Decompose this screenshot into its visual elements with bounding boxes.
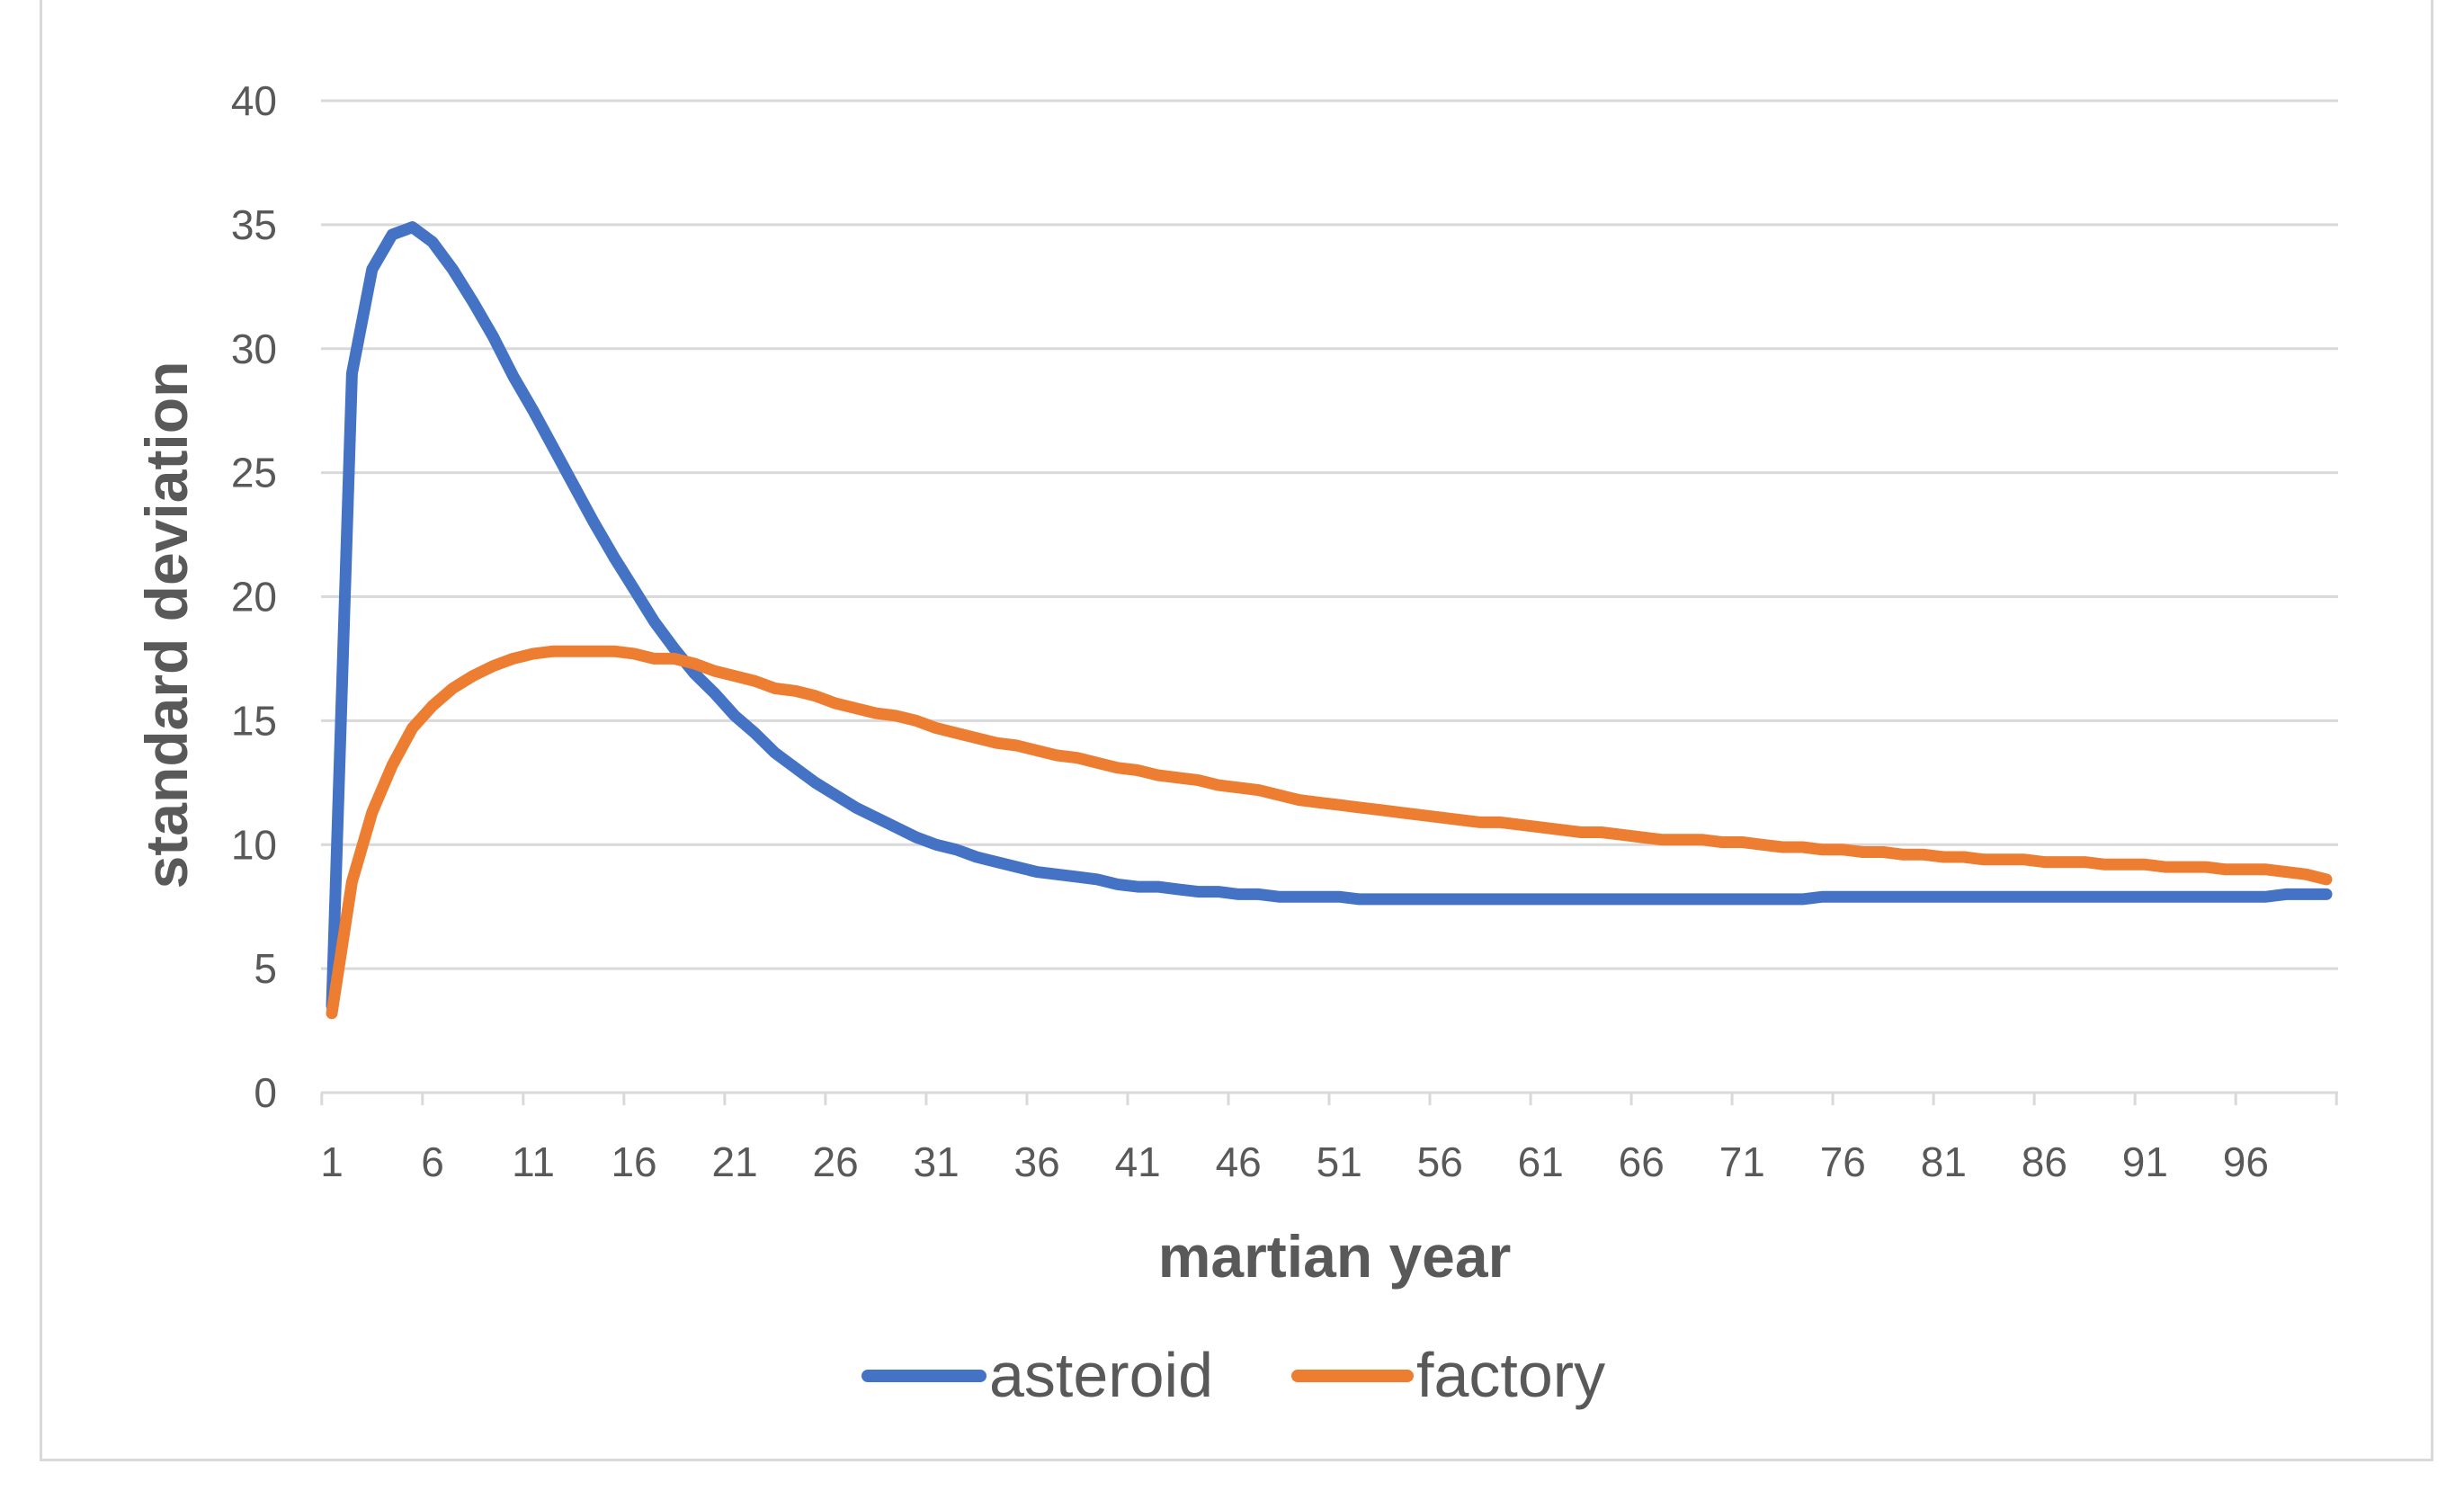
- x-tick-label: 71: [1719, 1138, 1765, 1185]
- x-tick-label: 26: [813, 1138, 859, 1185]
- x-tick-label: 96: [2223, 1138, 2269, 1185]
- series-line-asteroid[interactable]: [326, 221, 2333, 1012]
- legend-item-asteroid[interactable]: asteroid: [862, 1340, 1213, 1410]
- x-tick-label: 11: [512, 1138, 555, 1185]
- y-tick-label: 40: [231, 77, 277, 124]
- x-tick-label: 91: [2122, 1138, 2168, 1185]
- x-tick-label: 81: [1921, 1138, 1967, 1185]
- y-tick-labels: 0 5 10 15 20 25 30 35 40: [231, 77, 277, 1116]
- x-tick-label: 41: [1115, 1138, 1161, 1185]
- legend-label-asteroid: asteroid: [989, 1340, 1213, 1410]
- y-tick-label: 10: [231, 821, 277, 868]
- legend-item-factory[interactable]: factory: [1291, 1340, 1605, 1410]
- x-tick-label: 21: [711, 1138, 757, 1185]
- x-tick-label: 66: [1619, 1138, 1665, 1185]
- x-tick-label: 86: [2022, 1138, 2067, 1185]
- x-tick-label: 61: [1518, 1138, 1564, 1185]
- series-lines: [326, 221, 2333, 1020]
- y-tick-label: 20: [231, 574, 277, 621]
- y-tick-label: 30: [231, 326, 277, 372]
- y-tick-label: 25: [231, 450, 277, 496]
- x-tick-labels: 1 6 11 16 21 26 31 36 41 46 51 56 61 66 71 76 81 86 91 96: [320, 1138, 2269, 1185]
- legend-label-factory: factory: [1416, 1340, 1605, 1410]
- y-tick-label: 35: [231, 201, 277, 248]
- x-tick-label: 56: [1417, 1138, 1463, 1185]
- x-axis: [320, 1091, 2338, 1105]
- legend[interactable]: asteroid factory: [862, 1340, 1605, 1410]
- x-tick-label: 1: [320, 1138, 344, 1185]
- y-tick-label: 5: [254, 945, 277, 992]
- y-tick-label: 15: [231, 697, 277, 744]
- x-tick-label: 36: [1014, 1138, 1060, 1185]
- x-tick-label: 16: [611, 1138, 656, 1185]
- y-tick-label: 0: [254, 1069, 277, 1116]
- x-tick-label: 31: [914, 1138, 960, 1185]
- y-axis-title: standard deviation: [133, 362, 200, 889]
- x-tick-label: 6: [421, 1138, 444, 1185]
- x-tick-label: 46: [1216, 1138, 1262, 1185]
- x-axis-title: martian year: [1158, 1223, 1512, 1290]
- x-tick-label: 76: [1820, 1138, 1866, 1185]
- gridlines: [321, 99, 2338, 970]
- series-line-factory[interactable]: [326, 645, 2333, 1020]
- x-tick-label: 51: [1317, 1138, 1362, 1185]
